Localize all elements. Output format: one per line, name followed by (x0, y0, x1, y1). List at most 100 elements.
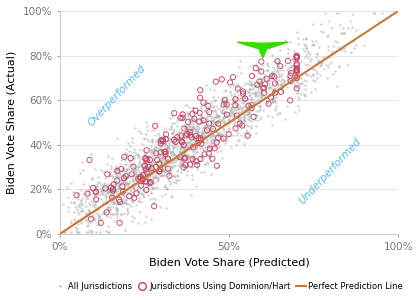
Point (314, 62, 320, 67)
Point (111, 201, 118, 206)
Point (181, 164, 188, 169)
Point (110, 212, 116, 217)
Point (208, 100, 215, 105)
Point (179, 135, 186, 140)
Point (183, 162, 190, 167)
Point (303, 52, 310, 57)
Point (115, 182, 122, 186)
Point (199, 116, 205, 121)
Point (194, 160, 201, 165)
Point (123, 211, 130, 216)
Point (205, 161, 212, 166)
Point (133, 203, 140, 208)
Point (285, 65, 292, 70)
Point (143, 169, 150, 174)
Point (258, 93, 265, 98)
Point (149, 185, 156, 190)
Point (144, 154, 151, 159)
Point (134, 167, 141, 172)
Point (172, 130, 179, 135)
Point (122, 175, 129, 180)
Point (176, 154, 183, 159)
Point (108, 199, 115, 204)
Point (119, 189, 126, 194)
Point (225, 132, 232, 136)
Point (264, 68, 271, 73)
Point (148, 154, 155, 159)
Point (276, 110, 283, 115)
Point (206, 154, 213, 159)
Point (261, 88, 268, 93)
Point (97, 191, 103, 196)
Point (129, 172, 136, 177)
Point (105, 181, 112, 186)
Point (130, 164, 137, 169)
Point (275, 75, 282, 80)
Point (271, 95, 278, 100)
Point (132, 167, 139, 172)
Point (154, 178, 160, 183)
Point (114, 189, 121, 194)
Point (168, 194, 174, 199)
Point (220, 116, 227, 121)
Point (206, 148, 213, 152)
Point (202, 161, 209, 166)
Point (194, 166, 200, 171)
Point (157, 170, 163, 175)
Point (259, 77, 265, 82)
Point (147, 181, 153, 185)
Point (157, 142, 163, 147)
Point (202, 136, 208, 141)
Point (141, 162, 147, 167)
Point (212, 144, 218, 149)
Point (163, 132, 169, 137)
Point (244, 113, 251, 118)
Point (76, 230, 82, 234)
Point (194, 128, 200, 133)
Point (188, 117, 194, 122)
Point (182, 103, 189, 107)
Point (230, 132, 236, 137)
Point (112, 165, 119, 170)
Point (192, 142, 199, 147)
Point (129, 140, 135, 145)
Point (254, 118, 260, 122)
Point (203, 131, 210, 136)
Point (194, 144, 200, 148)
Point (197, 134, 204, 139)
Point (252, 130, 259, 135)
Point (118, 201, 125, 206)
Point (139, 174, 145, 178)
Point (200, 136, 207, 140)
Point (192, 116, 199, 121)
Point (220, 110, 227, 115)
Point (215, 135, 221, 140)
Point (226, 111, 232, 116)
Point (173, 147, 180, 152)
Point (140, 136, 147, 140)
Point (100, 188, 106, 193)
Point (282, 63, 289, 68)
Point (95, 213, 102, 218)
Point (184, 152, 191, 157)
Point (234, 104, 240, 109)
Point (108, 155, 115, 160)
Point (350, 38, 357, 43)
Point (85, 212, 92, 217)
Point (331, 39, 338, 44)
Point (257, 76, 264, 80)
Point (123, 180, 130, 185)
Point (131, 175, 138, 180)
Point (90, 196, 97, 201)
Point (293, 56, 300, 60)
Point (268, 53, 275, 58)
Point (121, 190, 128, 194)
Point (192, 127, 198, 132)
Point (284, 75, 290, 80)
Point (282, 38, 289, 42)
Point (124, 201, 131, 206)
Point (140, 173, 147, 178)
Point (118, 187, 124, 192)
Point (190, 134, 197, 139)
Point (194, 164, 200, 169)
